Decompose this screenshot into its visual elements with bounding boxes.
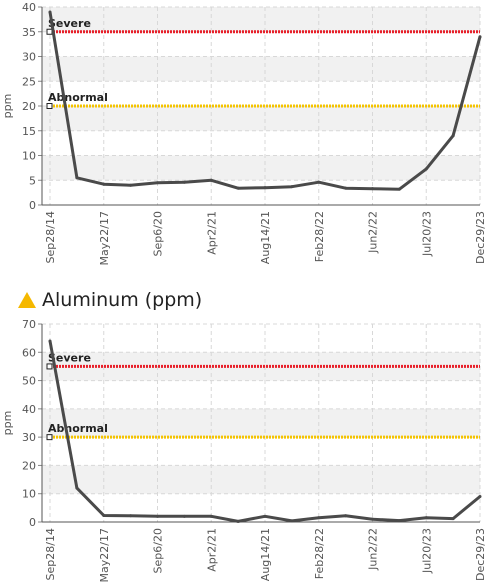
data-point xyxy=(397,519,401,523)
threshold-marker xyxy=(46,103,53,109)
y-tick-label: 40 xyxy=(22,403,36,416)
x-tick-label: May22/17 xyxy=(98,528,111,582)
data-point xyxy=(75,486,79,490)
data-point xyxy=(478,495,482,499)
y-tick-label: 25 xyxy=(22,75,36,88)
data-point xyxy=(317,180,321,184)
threshold-label-severe: Severe xyxy=(48,351,91,364)
grid-band xyxy=(42,7,480,32)
data-point xyxy=(424,167,428,171)
x-tick-label: Apr2/21 xyxy=(205,211,218,255)
y-tick-label: 5 xyxy=(29,174,36,187)
data-point xyxy=(48,10,52,14)
threshold-label-severe: Severe xyxy=(48,17,91,30)
y-tick-label: 30 xyxy=(22,431,36,444)
data-point xyxy=(129,514,133,518)
iron-chart: 0 5 10 15 20 25 30 35 40 Sep28/14 May22/17 Sep6/20 A… xyxy=(1,1,487,265)
y-tick-label: 15 xyxy=(22,125,36,138)
y-tick-label: 10 xyxy=(22,488,36,501)
threshold-marker xyxy=(46,434,53,441)
data-point xyxy=(451,517,455,521)
y-tick-label: 20 xyxy=(22,100,36,113)
x-tick-label: Jun2/22 xyxy=(367,211,380,254)
x-tick-label: Aug14/21 xyxy=(259,211,272,264)
threshold-label-abnormal: Abnormal xyxy=(48,422,108,435)
data-point xyxy=(236,519,240,523)
x-tick-label: Aug14/21 xyxy=(259,528,272,581)
data-point xyxy=(209,178,213,182)
data-point xyxy=(344,514,348,518)
grid-band xyxy=(42,106,480,131)
data-point xyxy=(129,183,133,187)
y-tick-label: 35 xyxy=(22,26,36,39)
section-title: Aluminum (ppm) xyxy=(42,289,203,311)
data-point xyxy=(236,186,240,190)
y-tick-label: 40 xyxy=(22,1,36,14)
data-point xyxy=(263,186,267,190)
data-point xyxy=(156,514,159,518)
data-point xyxy=(156,181,159,185)
data-point xyxy=(424,516,428,520)
x-tick-label: Jul20/23 xyxy=(420,211,433,257)
data-point xyxy=(182,180,186,184)
grid-band xyxy=(42,408,480,438)
y-tick-label: 60 xyxy=(22,346,36,359)
warning-triangle-icon xyxy=(18,292,36,308)
data-point xyxy=(344,186,348,190)
x-tick-label: Jun2/22 xyxy=(367,528,380,571)
x-tick-label: Feb28/22 xyxy=(313,528,326,579)
data-point xyxy=(371,517,374,521)
y-tick-label: 70 xyxy=(22,318,36,331)
x-tick-label: Apr2/21 xyxy=(205,528,218,572)
data-point xyxy=(317,516,321,520)
threshold-marker xyxy=(46,363,53,370)
x-tick-label: Sep28/14 xyxy=(44,528,57,580)
data-point xyxy=(75,176,79,180)
data-point xyxy=(263,514,267,518)
grid-band xyxy=(42,155,480,181)
x-tick-label: May22/17 xyxy=(98,211,111,265)
y-tick-label: 30 xyxy=(22,51,36,64)
data-point xyxy=(182,514,186,518)
threshold-marker xyxy=(46,28,53,35)
data-point xyxy=(209,514,213,518)
y-tick-label: 0 xyxy=(29,199,36,212)
y-tick-label: 10 xyxy=(22,150,36,163)
y-axis-label: ppm xyxy=(1,411,14,436)
aluminum-chart: 0 10 20 30 40 50 60 70 Sep28/14 May22/17 Sep6/20 Ap… xyxy=(1,318,487,582)
data-point xyxy=(290,185,294,189)
data-point xyxy=(451,134,455,138)
x-tick-label: Sep28/14 xyxy=(44,211,57,263)
x-tick-label: Sep6/20 xyxy=(152,211,165,256)
x-tick-label: Dec29/23 xyxy=(474,528,487,581)
x-tick-label: Feb28/22 xyxy=(313,211,326,262)
x-tick-label: Sep6/20 xyxy=(152,528,165,573)
data-point xyxy=(48,339,52,343)
aluminum-section-heading: Aluminum (ppm) xyxy=(18,289,202,311)
data-point xyxy=(102,513,106,517)
data-point xyxy=(102,182,106,186)
y-tick-label: 20 xyxy=(22,459,36,472)
y-tick-label: 50 xyxy=(22,375,36,388)
threshold-label-abnormal: Abnormal xyxy=(48,91,108,104)
data-point xyxy=(290,519,294,523)
x-tick-label: Jul20/23 xyxy=(420,528,433,574)
grid-band xyxy=(42,465,480,494)
x-tick-label: Dec29/23 xyxy=(474,211,487,264)
y-axis-label: ppm xyxy=(1,94,14,119)
grid-band xyxy=(42,56,480,82)
data-point xyxy=(371,187,374,191)
y-tick-label: 0 xyxy=(29,516,36,529)
data-point xyxy=(397,187,401,191)
data-point xyxy=(478,35,482,39)
